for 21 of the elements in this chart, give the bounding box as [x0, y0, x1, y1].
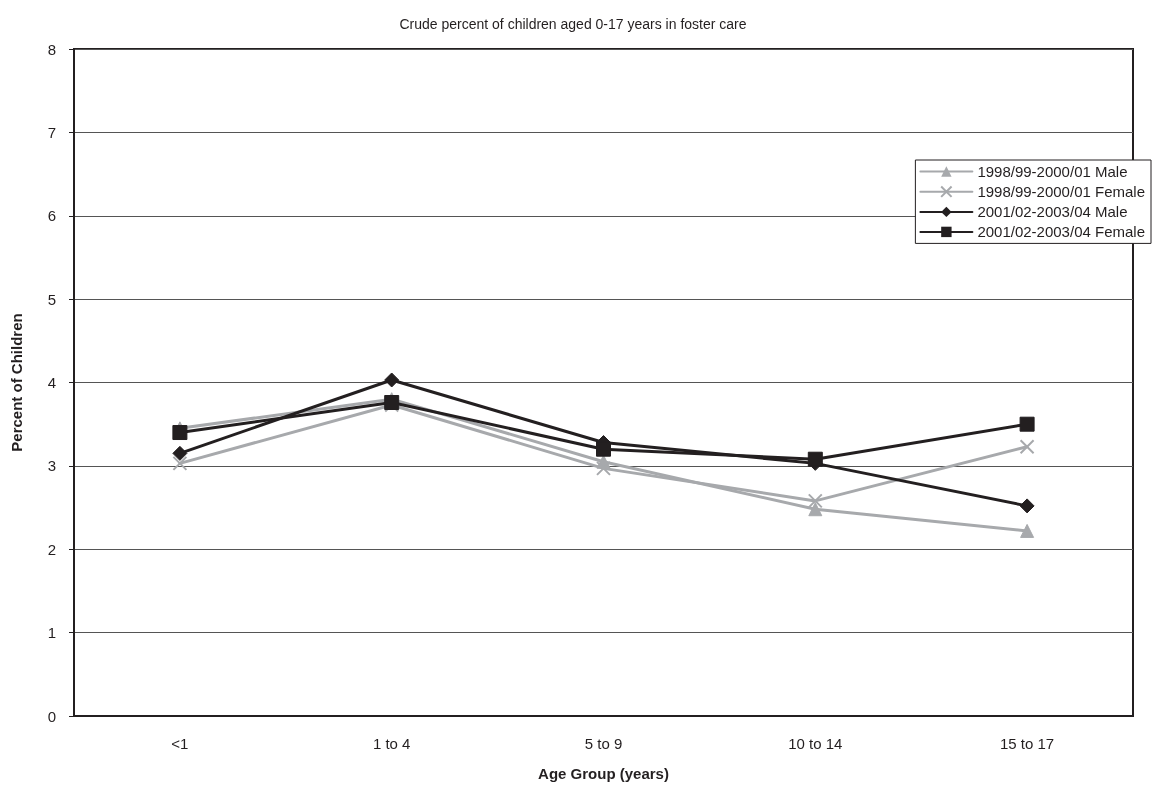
y-tick-label: 3	[47, 457, 56, 475]
legend-label: 1998/99-2000/01 Male	[977, 163, 1128, 180]
x-tick-label: <1	[171, 735, 189, 752]
legend-label: 2001/02-2003/04 Female	[977, 223, 1145, 241]
y-axis-title: Percent of Children	[8, 313, 25, 452]
legend-label: 1998/99-2000/01 Female	[977, 183, 1145, 201]
y-tick-label: 2	[47, 540, 56, 558]
chart-title: Crude percent of children aged 0-17 years in foster care	[399, 16, 747, 32]
y-tick-label: 0	[47, 707, 56, 725]
y-tick-label: 7	[47, 123, 56, 141]
y-tick-label: 6	[47, 207, 56, 225]
x-tick-label: 15 to 17	[999, 735, 1055, 752]
x-tick-label: 10 to 14	[788, 735, 843, 752]
y-tick-label: 5	[47, 290, 56, 308]
y-tick-label: 8	[47, 40, 56, 58]
x-axis-title: Age Group (years)	[538, 765, 669, 782]
x-tick-label: 1 to 4	[372, 735, 411, 752]
x-tick-label: 5 to 9	[584, 735, 623, 752]
y-tick-label: 4	[47, 374, 56, 391]
y-tick-label: 1	[47, 624, 56, 642]
legend-label: 2001/02-2003/04 Male	[977, 203, 1128, 221]
